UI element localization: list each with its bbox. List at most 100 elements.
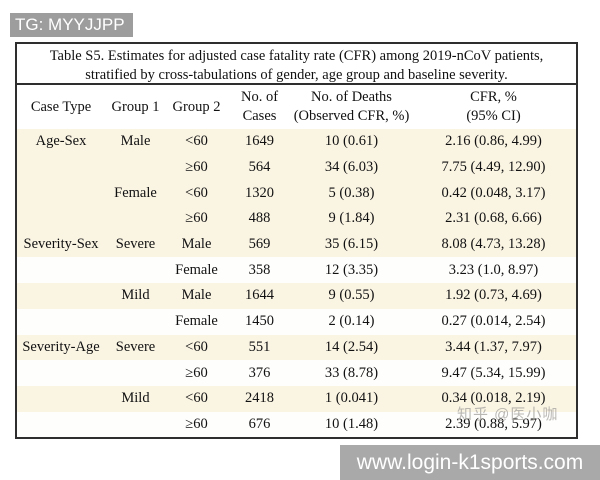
table-cell-group1: Mild (121, 287, 150, 304)
table-cell-deaths: 12 (3.35) (324, 261, 379, 278)
table-row: Mild Male 1644 9 (0.55) 1.92 (0.73, 4.69) (17, 283, 576, 309)
table-cell-group1: Severe (115, 236, 156, 253)
table-cell-deaths: 10 (0.61) (324, 133, 379, 150)
table-cell-group2: ≥60 (185, 159, 208, 176)
table-cell-group1 (105, 257, 166, 283)
table-cell-cfr: 9.47 (5.34, 15.99) (441, 364, 546, 381)
table-row: Female 1450 2 (0.14) 0.27 (0.014, 2.54) (17, 308, 576, 335)
table-row: ≥60 564 34 (6.03) 7.75 (4.49, 12.90) (17, 154, 576, 181)
table-cell-group2: Male (181, 287, 212, 304)
table-cell-group1 (105, 309, 166, 335)
table-cell-cases: 376 (248, 364, 271, 381)
table-cell-group2: Female (175, 313, 218, 330)
table-title-line2: stratified by cross-tabulations of gende… (85, 66, 508, 83)
telegram-watermark-banner: TG: MYYJJPP (10, 13, 133, 37)
table-cell-cases: 358 (248, 261, 271, 278)
table-cell-deaths: 35 (6.15) (324, 236, 379, 253)
table-cell-group2: ≥60 (185, 364, 208, 381)
table-row: Severity-Age Severe <60 551 14 (2.54) 3.44 (1… (17, 334, 576, 361)
table-cell-group2: Male (181, 236, 212, 253)
table-cell-group2: <60 (185, 338, 208, 355)
table-cell-deaths: 9 (0.55) (328, 287, 375, 304)
table-cell-cases: 564 (248, 159, 271, 176)
table-cell-cfr: 0.27 (0.014, 2.54) (441, 313, 546, 330)
table-row: Severity-Sex Severe Male 569 35 (6.15) 8.08 (… (17, 231, 576, 258)
table-row: Female <60 1320 5 (0.38) 0.42 (0.048, 3.17) (17, 180, 576, 207)
table-cell-cases: 551 (248, 338, 271, 355)
table-cell-group2: ≥60 (185, 210, 208, 227)
table-row: ≥60 376 33 (8.78) 9.47 (5.34, 15.99) (17, 360, 576, 386)
table-row: Female 358 12 (3.35) 3.23 (1.0, 8.97) (17, 257, 576, 284)
cfr-table: Case Type Group 1 Group 2 No. of Cases N… (17, 85, 576, 438)
header-group2: Group 2 (166, 85, 227, 129)
zhihu-watermark: 知乎 @医小咖 (457, 406, 559, 423)
table-row: Age-Sex Male <60 1649 10 (0.61) 2.16 (0.86, 4… (17, 129, 576, 155)
table-cell-group2: Female (175, 261, 218, 278)
table-cell-group2: <60 (185, 184, 208, 201)
table-cell-case-type (17, 309, 105, 335)
table-cell-group1 (105, 360, 166, 386)
table-cell-group1: Mild (121, 390, 150, 407)
table-cell-case-type: Severity-Age (22, 338, 100, 355)
table-cell-cfr: 0.34 (0.018, 2.19) (441, 390, 546, 407)
table-cell-group1 (105, 412, 166, 438)
table-cell-deaths: 2 (0.14) (328, 313, 375, 330)
site-watermark-banner: www.login-k1sports.com (340, 445, 600, 480)
table-cell-case-type (17, 206, 105, 232)
table-row: ≥60 488 9 (1.84) 2.31 (0.68, 6.66) (17, 206, 576, 232)
table-cell-cfr: 3.44 (1.37, 7.97) (445, 338, 542, 355)
table-cell-group2: ≥60 (185, 415, 208, 432)
table-cell-case-type (17, 257, 105, 283)
header-group1: Group 1 (105, 85, 166, 129)
table-cell-deaths: 10 (1.48) (324, 415, 379, 432)
table-cell-group1 (105, 206, 166, 232)
table-cell-deaths: 9 (1.84) (328, 210, 375, 227)
table-body: Age-Sex Male <60 1649 10 (0.61) 2.16 (0.86, 4… (17, 129, 576, 438)
table-cell-case-type (17, 360, 105, 386)
table-cell-cases: 1644 (245, 287, 274, 304)
table-cell-deaths: 14 (2.54) (324, 338, 379, 355)
table-cell-group1: Female (114, 184, 157, 201)
header-no-of-deaths: No. of Deaths (Observed CFR, %) (292, 85, 411, 129)
table-cell-group2: <60 (185, 390, 208, 407)
table-cell-cfr: 2.39 (0.88, 5.97) (445, 415, 542, 432)
table-title-line1: Table S5. Estimates for adjusted case fa… (49, 48, 544, 64)
table-row: ≥60 676 10 (1.48) 2.39 (0.88, 5.97) (17, 411, 576, 438)
table-cell-case-type (17, 412, 105, 438)
table-cell-cases: 676 (248, 415, 271, 432)
table-cell-cases: 1320 (245, 184, 274, 201)
table-cell-cfr: 8.08 (4.73, 13.28) (441, 236, 546, 253)
table-cell-case-type (17, 155, 105, 181)
table-cell-cases: 488 (248, 210, 271, 227)
table-cell-group1 (105, 155, 166, 181)
table-cell-cases: 569 (248, 236, 271, 253)
header-case-type: Case Type (17, 85, 105, 129)
table-s5: Table S5. Estimates for adjusted case fa… (15, 42, 578, 439)
table-cell-cfr: 3.23 (1.0, 8.97) (448, 261, 539, 278)
header-cfr-ci: CFR, % (95% CI) (411, 85, 576, 129)
table-cell-group1: Male (120, 133, 151, 150)
table-cell-cfr: 7.75 (4.49, 12.90) (441, 159, 546, 176)
table-cell-deaths: 33 (8.78) (324, 364, 379, 381)
table-cell-cases: 1649 (245, 133, 274, 150)
table-cell-cfr: 2.16 (0.86, 4.99) (445, 133, 542, 150)
table-cell-cfr: 1.92 (0.73, 4.69) (445, 287, 542, 304)
table-cell-deaths: 5 (0.38) (328, 184, 375, 201)
table-cell-deaths: 34 (6.03) (324, 159, 379, 176)
table-cell-case-type: Age-Sex (35, 133, 87, 150)
header-row: Case Type Group 1 Group 2 No. of Cases N… (17, 85, 576, 129)
table-cell-group1: Severe (115, 338, 156, 355)
table-cell-case-type (17, 386, 105, 412)
table-cell-cfr: 0.42 (0.048, 3.17) (441, 184, 546, 201)
table-cell-deaths: 1 (0.041) (324, 390, 379, 407)
table-cell-group2: <60 (185, 133, 208, 150)
table-cell-case-type (17, 180, 105, 206)
header-no-of-cases: No. of Cases (227, 85, 292, 129)
table-cell-cases: 2418 (245, 390, 274, 407)
table-title: Table S5. Estimates for adjusted case fa… (17, 44, 576, 85)
table-cell-case-type: Severity-Sex (23, 236, 99, 253)
table-row: Mild <60 2418 1 (0.041) 0.34 (0.018, 2.19) (17, 385, 576, 412)
table-cell-cases: 1450 (245, 313, 274, 330)
table-cell-case-type (17, 283, 105, 309)
table-cell-cfr: 2.31 (0.68, 6.66) (445, 210, 542, 227)
